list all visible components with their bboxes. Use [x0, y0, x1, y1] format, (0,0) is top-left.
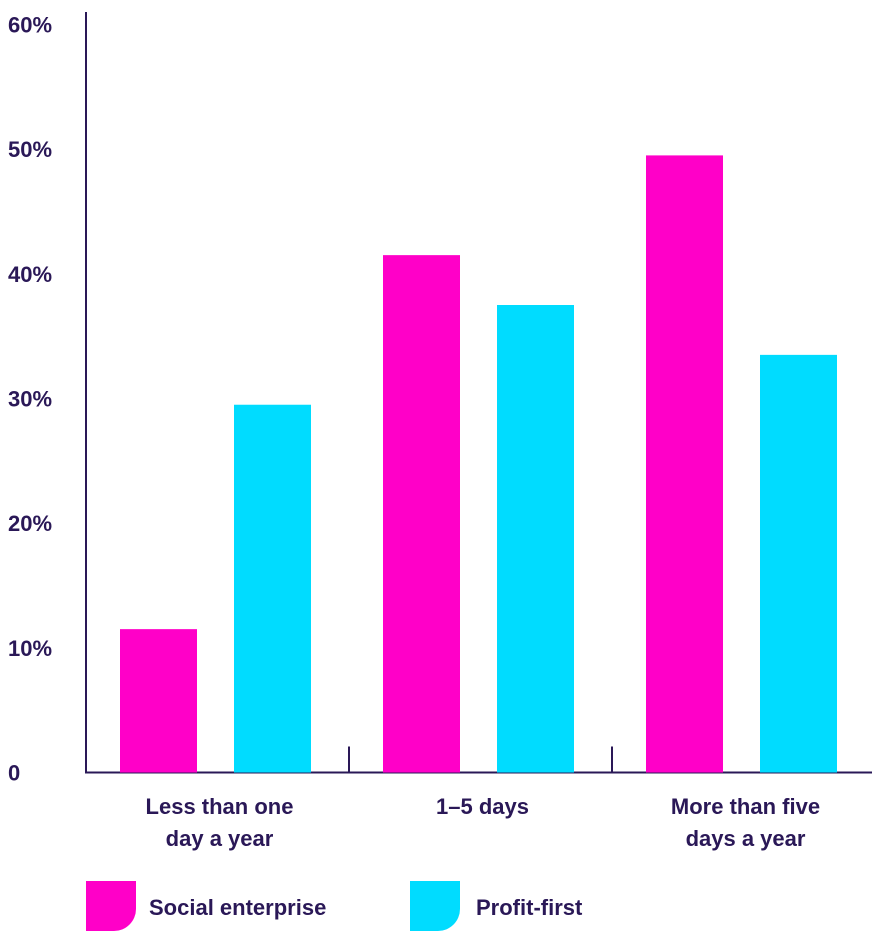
x-category-label: Less than one [146, 794, 294, 819]
x-axis [86, 746, 872, 774]
y-tick-label: 20% [8, 511, 52, 536]
y-tick-label: 30% [8, 387, 52, 412]
legend-swatch-profit-first [410, 881, 460, 931]
y-tick-label: 0 [8, 761, 20, 786]
x-category-label: day a year [166, 826, 274, 851]
legend-label: Social enterprise [149, 895, 326, 920]
y-tick-label: 50% [8, 137, 52, 162]
bar-profit-first [234, 404, 311, 773]
legend-swatch-social-enterprise [86, 881, 136, 931]
bars [120, 155, 837, 773]
y-tick-label: 60% [8, 13, 52, 38]
y-tick-label: 10% [8, 636, 52, 661]
bar-profit-first [497, 305, 574, 773]
x-category-label: More than five [671, 794, 820, 819]
y-tick-label: 40% [8, 262, 52, 287]
x-category-label: days a year [686, 826, 806, 851]
category-labels: Less than one day a year 1–5 days More than… [146, 794, 821, 851]
x-category-label: 1–5 days [436, 794, 529, 819]
legend: Social enterprise Profit-first [86, 881, 583, 931]
legend-label: Profit-first [476, 895, 583, 920]
bar-social-enterprise [120, 629, 197, 773]
bar-social-enterprise [646, 155, 723, 773]
bar-social-enterprise [383, 255, 460, 773]
y-axis: 0 10% 20% 30% 40% 50% 60% [8, 12, 87, 786]
bar-profit-first [760, 354, 837, 773]
